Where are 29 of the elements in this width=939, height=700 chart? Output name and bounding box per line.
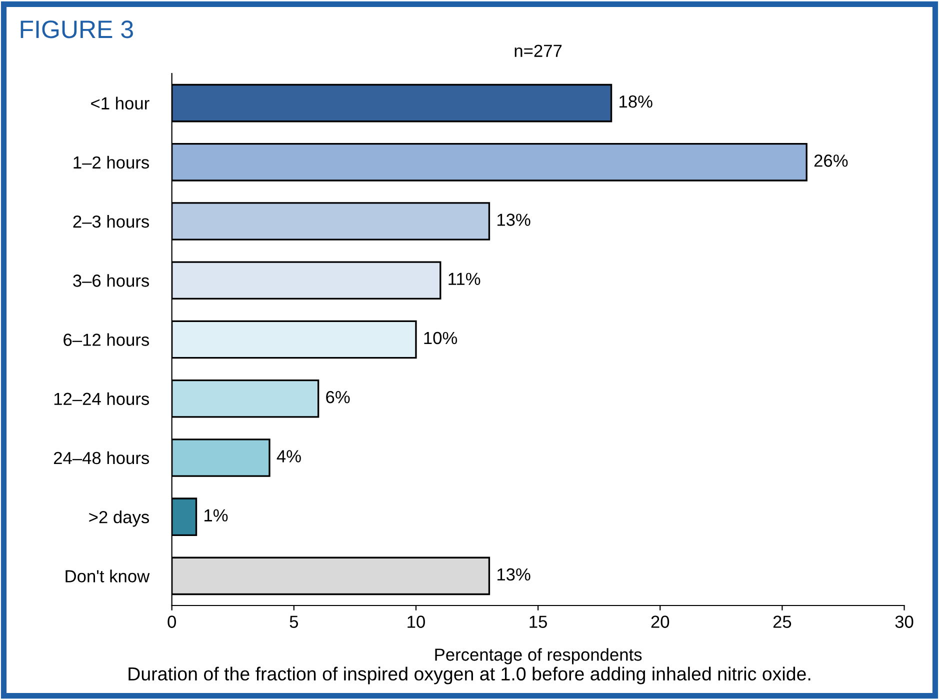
- y-tick-label: 2–3 hours: [73, 214, 149, 228]
- chart-title: FIGURE 3: [20, 20, 133, 38]
- x-tick-label: 0: [168, 616, 176, 628]
- y-tick-label: >2 days: [89, 510, 149, 527]
- data-label: 6%: [326, 390, 350, 404]
- data-label: 26%: [814, 154, 848, 167]
- y-tick-label: 3–6 hours: [73, 274, 149, 287]
- data-label: 13%: [497, 568, 530, 581]
- y-tick-label: <1 hour: [91, 96, 150, 110]
- y-tick-label: 24–48 hours: [54, 451, 149, 464]
- data-label: 4%: [276, 450, 301, 462]
- x-tick-label: 10: [408, 616, 425, 628]
- x-tick-label: 15: [530, 616, 547, 628]
- data-label: 13%: [497, 214, 530, 226]
- x-tick-label: 25: [773, 616, 792, 628]
- y-tick-label: Don't know: [66, 570, 150, 582]
- data-label: 1%: [204, 509, 228, 522]
- text: Duration of the fraction of inspired oxygen at 1.0 before adding inhaled nitric oxide.: [128, 666, 810, 684]
- y-tick-label: 12–24 hours: [54, 392, 149, 406]
- chart-subtitle: n=277: [514, 44, 562, 57]
- y-tick-label: 6–12 hours: [64, 333, 149, 346]
- data-label: 18%: [620, 95, 652, 108]
- data-label: 10%: [424, 332, 458, 344]
- x-tick-label: 20: [651, 616, 670, 628]
- y-tick-label: 1–2 hours: [74, 156, 149, 169]
- x-axis-title: Percentage of respondents: [435, 648, 642, 664]
- x-tick-label: 30: [895, 616, 914, 628]
- x-tick-label: 5: [290, 616, 298, 628]
- data-label: 11%: [448, 272, 480, 285]
